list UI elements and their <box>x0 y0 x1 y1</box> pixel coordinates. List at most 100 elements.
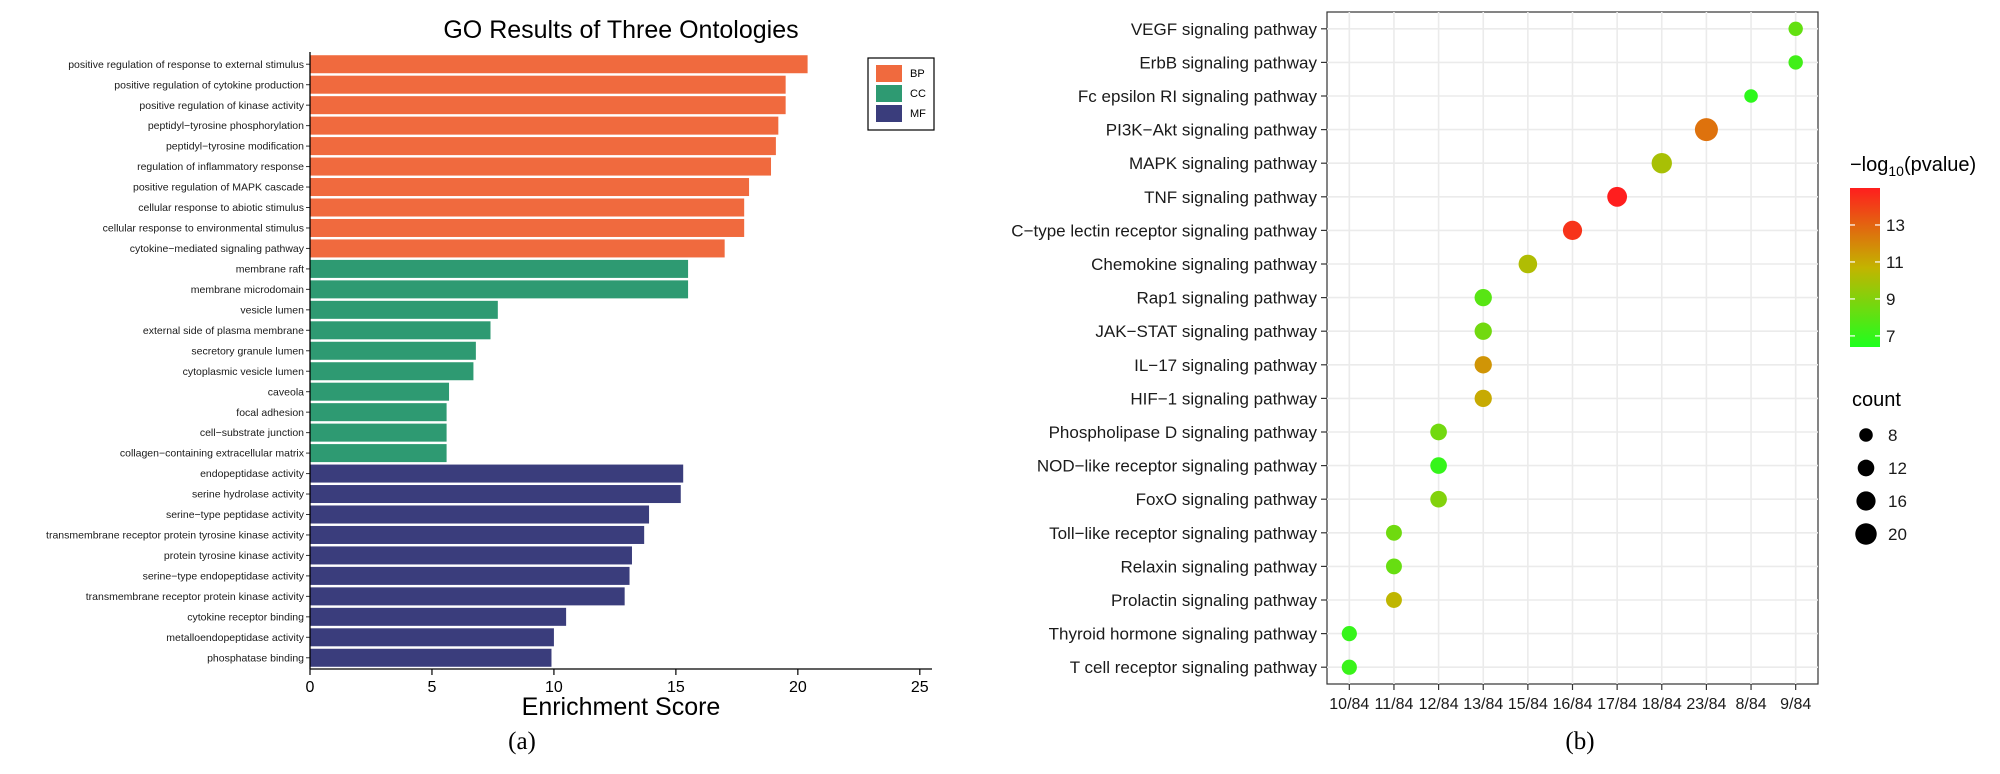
bar <box>310 362 474 381</box>
bar <box>310 178 750 197</box>
bar <box>310 587 625 606</box>
bar <box>310 525 645 544</box>
data-point <box>1385 592 1402 608</box>
data-point <box>1788 55 1803 70</box>
legend-swatch <box>876 65 902 82</box>
y-tick-label: focal adhesion <box>236 407 304 419</box>
y-tick-label: positive regulation of cytokine producti… <box>114 79 304 91</box>
y-tick-label: serine hydrolase activity <box>192 489 305 501</box>
size-legend-dot <box>1857 459 1875 477</box>
y-tick-label: MAPK signaling pathway <box>1129 154 1318 173</box>
y-tick-label: protein tyrosine kinase activity <box>164 550 305 562</box>
y-tick-label: positive regulation of kinase activity <box>139 100 304 112</box>
y-tick-label: transmembrane receptor protein tyrosine … <box>46 530 305 542</box>
size-legend-label: 12 <box>1888 459 1907 478</box>
x-tick-label: 9/84 <box>1780 696 1811 713</box>
size-legend-label: 16 <box>1888 492 1907 511</box>
colorbar-tick-label: 9 <box>1886 290 1895 309</box>
y-tick-label: FoxO signaling pathway <box>1136 490 1318 509</box>
x-axis-title: Enrichment Score <box>522 693 721 721</box>
y-tick-label: C−type lectin receptor signaling pathway <box>1011 221 1317 240</box>
y-tick-label: NOD−like receptor signaling pathway <box>1037 457 1318 476</box>
data-point <box>1607 186 1628 207</box>
colorbar-tick-label: 7 <box>1886 327 1895 346</box>
bar <box>310 259 689 278</box>
bar <box>310 423 447 442</box>
color-legend-title: −log10(pvalue) <box>1850 154 1976 179</box>
size-legend-title: count <box>1852 389 1901 411</box>
y-tick-label: serine−type peptidase activity <box>166 509 305 521</box>
x-tick-label: 0 <box>306 679 315 696</box>
bar <box>310 505 650 524</box>
y-tick-label: Rap1 signaling pathway <box>1136 289 1317 308</box>
size-legend-dot <box>1855 523 1877 545</box>
y-tick-label: Relaxin signaling pathway <box>1120 557 1317 576</box>
y-tick-label: transmembrane receptor protein kinase ac… <box>86 591 305 603</box>
data-point <box>1788 21 1803 36</box>
bar <box>310 198 745 217</box>
y-tick-label: PI3K−Akt signaling pathway <box>1106 121 1318 140</box>
y-tick-label: cellular response to abiotic stimulus <box>138 202 304 214</box>
size-legend-label: 20 <box>1888 525 1907 544</box>
y-tick-label: phosphatase binding <box>207 652 304 664</box>
x-tick-label: 17/84 <box>1597 696 1637 713</box>
data-point <box>1694 118 1718 142</box>
data-point <box>1341 659 1357 675</box>
x-tick-label: 10/84 <box>1329 696 1369 713</box>
y-tick-label: peptidyl−tyrosine phosphorylation <box>148 120 304 132</box>
bar <box>310 607 567 626</box>
bar <box>310 280 689 299</box>
data-point <box>1744 89 1758 103</box>
colorbar <box>1850 188 1880 347</box>
data-point <box>1651 153 1672 174</box>
x-tick-label: 8/84 <box>1735 696 1766 713</box>
y-tick-label: positive regulation of response to exter… <box>68 59 304 71</box>
x-tick-label: 15 <box>667 679 685 696</box>
bar <box>310 628 554 647</box>
bar <box>310 75 786 94</box>
bar <box>310 55 808 74</box>
x-tick-label: 16/84 <box>1552 696 1592 713</box>
bar <box>310 300 498 319</box>
data-point <box>1474 288 1492 307</box>
legend-label: BP <box>910 68 925 80</box>
size-legend-label: 8 <box>1888 426 1897 445</box>
size-legend: count 8 12 16 20 <box>1852 389 1907 545</box>
go-bar-chart: GO Results of Three Ontologies positive … <box>46 16 935 755</box>
y-tick-label: Thyroid hormone signaling pathway <box>1049 625 1318 644</box>
panel-label-a: (a) <box>508 728 536 755</box>
bar <box>310 96 786 115</box>
kegg-bubble-chart: VEGF signaling pathway ErbB signaling pat… <box>1011 11 1976 755</box>
y-tick-label: Phospholipase D signaling pathway <box>1049 423 1318 442</box>
bar <box>310 116 779 135</box>
bar <box>310 648 552 667</box>
y-tick-label: vesicle lumen <box>240 304 304 316</box>
bar <box>310 321 491 340</box>
y-tick-label: Chemokine signaling pathway <box>1091 255 1317 274</box>
y-tick-label: cytokine receptor binding <box>187 611 304 623</box>
colorbar-tick-label: 13 <box>1886 216 1905 235</box>
y-tick-label: cytokine−mediated signaling pathway <box>130 243 305 255</box>
x-tick-label: 15/84 <box>1508 696 1548 713</box>
y-tick-label: cellular response to environmental stimu… <box>103 223 304 235</box>
data-point <box>1385 524 1402 541</box>
data-point <box>1385 558 1402 575</box>
bar <box>310 157 772 176</box>
y-tick-label: serine−type endopeptidase activity <box>143 571 305 583</box>
y-tick-label: TNF signaling pathway <box>1144 188 1317 207</box>
x-tick-label: 11/84 <box>1375 696 1414 713</box>
bar <box>310 444 447 463</box>
x-tick-label: 25 <box>911 679 929 696</box>
y-tick-label: caveola <box>268 386 304 398</box>
y-tick-label: Toll−like receptor signaling pathway <box>1049 524 1317 543</box>
size-legend-dot <box>1859 428 1873 442</box>
color-legend: −log10(pvalue) 7 9 11 13 <box>1850 154 1976 347</box>
y-tick-label: regulation of inflammatory response <box>137 161 304 173</box>
colorbar-tick-label: 11 <box>1886 253 1904 272</box>
data-point <box>1341 626 1357 642</box>
x-tick-label: 10 <box>545 679 563 696</box>
size-legend-dot <box>1856 491 1876 511</box>
y-tick-label: peptidyl−tyrosine modification <box>166 141 304 153</box>
